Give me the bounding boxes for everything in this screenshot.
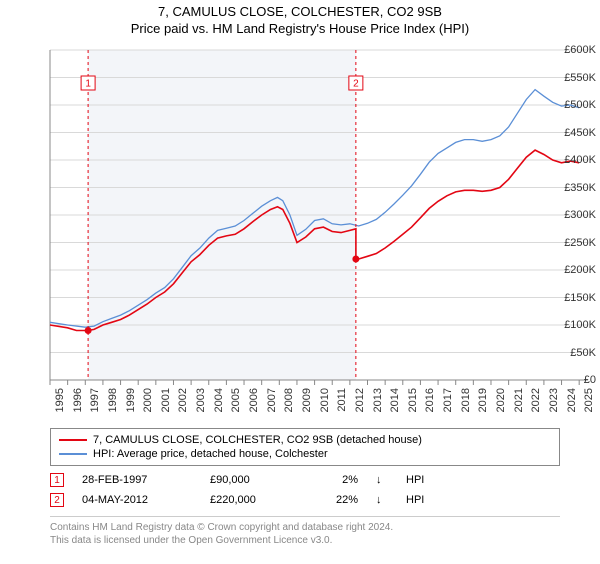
y-tick-label: £400K — [550, 154, 596, 166]
y-tick-label: £450K — [550, 127, 596, 139]
line-chart: 12£0£50K£100K£150K£200K£250K£300K£350K£4… — [0, 42, 600, 422]
legend-swatch — [59, 439, 87, 441]
footer-line: Contains HM Land Registry data © Crown c… — [50, 521, 560, 534]
x-tick-label: 2001 — [160, 388, 172, 420]
legend-label: HPI: Average price, detached house, Colc… — [93, 448, 328, 460]
svg-text:1: 1 — [85, 79, 91, 90]
legend-swatch — [59, 453, 87, 455]
x-tick-label: 2007 — [266, 388, 278, 420]
x-tick-label: 2012 — [354, 388, 366, 420]
y-tick-label: £300K — [550, 209, 596, 221]
event-marker: 1 — [50, 473, 64, 487]
event-pct: 2% — [308, 474, 358, 486]
x-tick-label: 2009 — [301, 388, 313, 420]
legend-item: HPI: Average price, detached house, Colc… — [59, 447, 551, 461]
y-tick-label: £250K — [550, 237, 596, 249]
legend-label: 7, CAMULUS CLOSE, COLCHESTER, CO2 9SB (d… — [93, 434, 422, 446]
x-tick-label: 2020 — [495, 388, 507, 420]
x-tick-label: 2023 — [548, 388, 560, 420]
legend-item: 7, CAMULUS CLOSE, COLCHESTER, CO2 9SB (d… — [59, 433, 551, 447]
x-tick-label: 2011 — [336, 388, 348, 420]
x-tick-label: 2005 — [230, 388, 242, 420]
legend: 7, CAMULUS CLOSE, COLCHESTER, CO2 9SB (d… — [50, 428, 560, 466]
chart-title: 7, CAMULUS CLOSE, COLCHESTER, CO2 9SB — [0, 4, 600, 19]
x-tick-label: 2022 — [530, 388, 542, 420]
x-tick-label: 2000 — [142, 388, 154, 420]
event-date: 28-FEB-1997 — [82, 474, 192, 486]
event-hpi: HPI — [406, 494, 436, 506]
y-tick-label: £200K — [550, 264, 596, 276]
event-table: 1 28-FEB-1997 £90,000 2% ↓ HPI 2 04-MAY-2012 £22… — [50, 470, 560, 510]
x-tick-label: 2018 — [460, 388, 472, 420]
event-date: 04-MAY-2012 — [82, 494, 192, 506]
y-tick-label: £500K — [550, 99, 596, 111]
x-tick-label: 2003 — [195, 388, 207, 420]
event-row: 2 04-MAY-2012 £220,000 22% ↓ HPI — [50, 490, 560, 510]
x-tick-label: 2015 — [407, 388, 419, 420]
event-price: £220,000 — [210, 494, 290, 506]
chart-svg: 12 — [0, 42, 600, 422]
x-tick-label: 2002 — [177, 388, 189, 420]
x-tick-label: 2019 — [477, 388, 489, 420]
y-tick-label: £0 — [550, 374, 596, 386]
x-tick-label: 2004 — [213, 388, 225, 420]
event-marker: 2 — [50, 493, 64, 507]
x-tick-label: 2006 — [248, 388, 260, 420]
y-tick-label: £550K — [550, 72, 596, 84]
x-tick-label: 1999 — [125, 388, 137, 420]
x-tick-label: 2010 — [319, 388, 331, 420]
chart-subtitle: Price paid vs. HM Land Registry's House … — [0, 21, 600, 36]
event-hpi: HPI — [406, 474, 436, 486]
event-price: £90,000 — [210, 474, 290, 486]
x-tick-label: 2014 — [389, 388, 401, 420]
svg-text:2: 2 — [353, 79, 359, 90]
x-tick-label: 1995 — [54, 388, 66, 420]
x-tick-label: 2021 — [513, 388, 525, 420]
x-tick-label: 2024 — [566, 388, 578, 420]
event-row: 1 28-FEB-1997 £90,000 2% ↓ HPI — [50, 470, 560, 490]
x-tick-label: 2016 — [424, 388, 436, 420]
event-arrow-icon: ↓ — [376, 494, 388, 506]
y-tick-label: £100K — [550, 319, 596, 331]
y-tick-label: £150K — [550, 292, 596, 304]
event-arrow-icon: ↓ — [376, 474, 388, 486]
x-tick-label: 2025 — [583, 388, 595, 420]
x-tick-label: 2017 — [442, 388, 454, 420]
x-tick-label: 2013 — [372, 388, 384, 420]
y-tick-label: £50K — [550, 347, 596, 359]
footer-attribution: Contains HM Land Registry data © Crown c… — [50, 516, 560, 547]
x-tick-label: 1996 — [72, 388, 84, 420]
y-tick-label: £350K — [550, 182, 596, 194]
x-tick-label: 1998 — [107, 388, 119, 420]
x-tick-label: 1997 — [89, 388, 101, 420]
event-pct: 22% — [308, 494, 358, 506]
x-tick-label: 2008 — [283, 388, 295, 420]
y-tick-label: £600K — [550, 44, 596, 56]
footer-line: This data is licensed under the Open Gov… — [50, 534, 560, 547]
